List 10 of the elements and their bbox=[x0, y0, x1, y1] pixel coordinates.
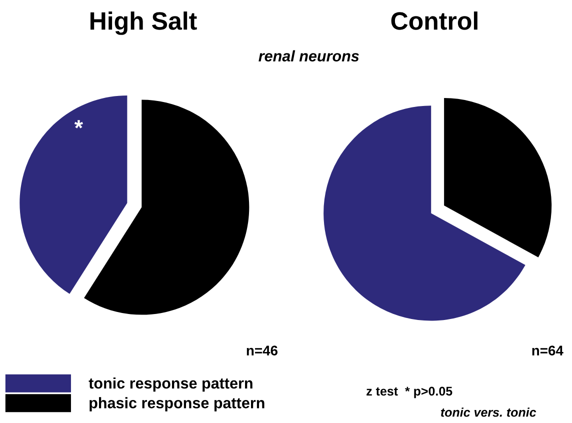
text: z test * p>0.05 bbox=[366, 386, 452, 398]
text: renal neurons bbox=[258, 50, 359, 62]
legend-label: phasic response pattern bbox=[90, 397, 264, 412]
chart-title: High Salt bbox=[90, 11, 197, 35]
chart-title: Control bbox=[391, 11, 478, 30]
text: * bbox=[74, 120, 83, 128]
legend-label: tonic response pattern bbox=[88, 377, 252, 392]
text: n=46 bbox=[246, 346, 278, 356]
text: n=64 bbox=[532, 346, 564, 356]
text: tonic vers. tonic bbox=[440, 408, 536, 417]
